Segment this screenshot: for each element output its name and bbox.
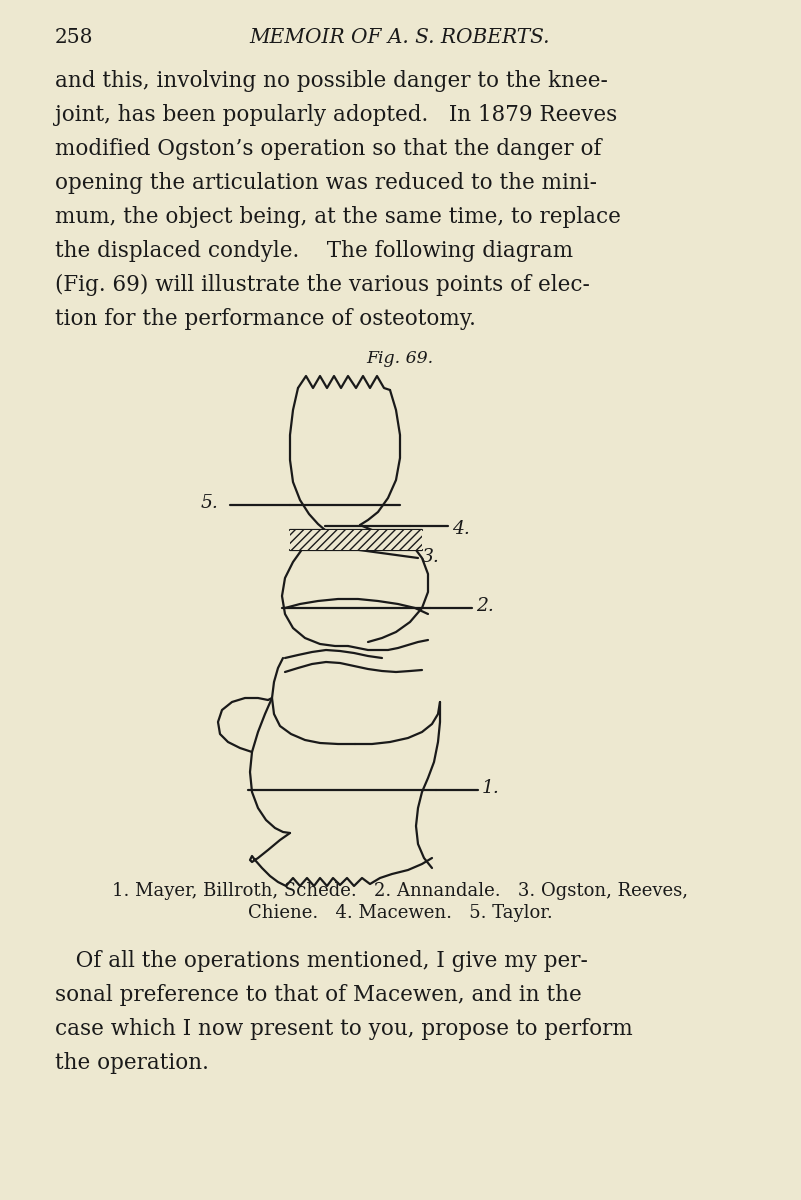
Text: sonal preference to that of Macewen, and in the: sonal preference to that of Macewen, and… [55,984,582,1006]
Text: joint, has been popularly adopted.   In 1879 Reeves: joint, has been popularly adopted. In 18… [55,104,618,126]
Text: 258: 258 [55,28,94,47]
Text: 1.: 1. [482,779,500,797]
Text: MEMOIR OF A. S. ROBERTS.: MEMOIR OF A. S. ROBERTS. [250,28,550,47]
Text: modified Ogston’s operation so that the danger of: modified Ogston’s operation so that the … [55,138,602,160]
Text: mum, the object being, at the same time, to replace: mum, the object being, at the same time,… [55,206,621,228]
Text: 3.: 3. [422,548,440,566]
Text: (Fig. 69) will illustrate the various points of elec-: (Fig. 69) will illustrate the various po… [55,274,590,296]
Text: 5.: 5. [200,494,218,512]
Text: and this, involving no possible danger to the knee-: and this, involving no possible danger t… [55,70,608,92]
Text: tion for the performance of osteotomy.: tion for the performance of osteotomy. [55,308,476,330]
Text: opening the articulation was reduced to the mini-: opening the articulation was reduced to … [55,172,597,194]
Text: Chiene.   4. Macewen.   5. Taylor.: Chiene. 4. Macewen. 5. Taylor. [248,904,553,922]
Text: 1. Mayer, Billroth, Schede.   2. Annandale.   3. Ogston, Reeves,: 1. Mayer, Billroth, Schede. 2. Annandale… [112,882,688,900]
Bar [290,530,422,550]
Text: Of all the operations mentioned, I give my per-: Of all the operations mentioned, I give … [55,950,588,972]
Text: Fig. 69.: Fig. 69. [366,350,433,367]
Text: the operation.: the operation. [55,1052,209,1074]
Text: the displaced condyle.    The following diagram: the displaced condyle. The following dia… [55,240,574,262]
Text: 4.: 4. [452,520,470,538]
Text: case which I now present to you, propose to perform: case which I now present to you, propose… [55,1018,633,1040]
Text: 2.: 2. [476,596,494,614]
